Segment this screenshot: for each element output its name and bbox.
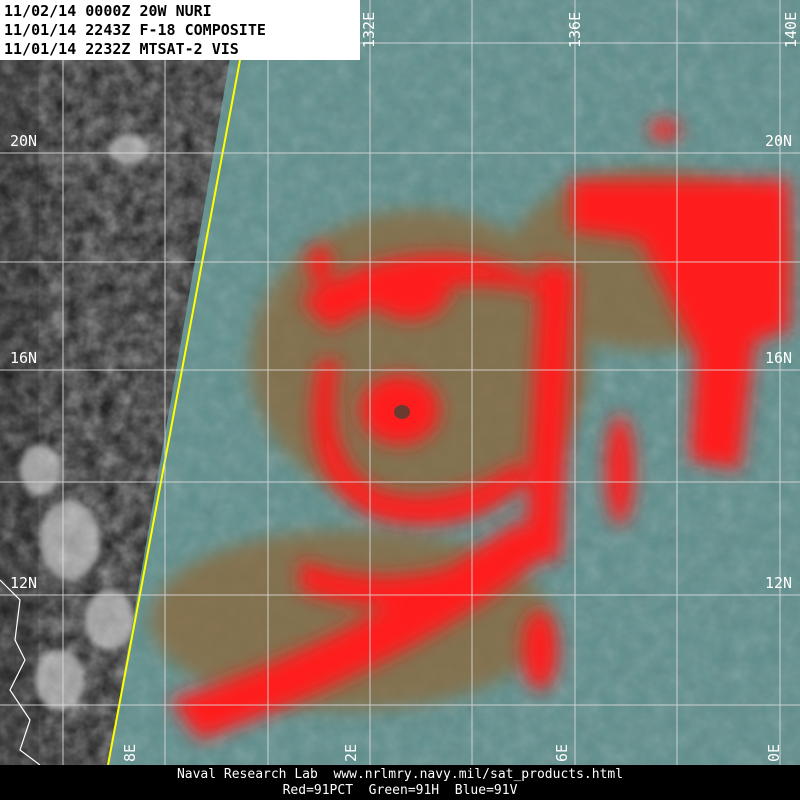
lat-label: 20N <box>10 132 37 150</box>
header-line: 11/02/14 0000Z 20W NURI <box>4 2 212 20</box>
lat-label: 12N <box>765 574 792 592</box>
footer-channels: Red=91PCT Green=91H Blue=91V <box>283 783 518 798</box>
header-line: 11/01/14 2243Z F-18 COMPOSITE <box>4 21 266 39</box>
lon-label: 140E <box>782 12 800 48</box>
footer <box>0 765 800 800</box>
lon-label: 6E <box>553 744 571 762</box>
lat-label: 12N <box>10 574 37 592</box>
coastline <box>0 579 41 766</box>
lat-label: 16N <box>10 349 37 367</box>
vis-bright-clouds <box>20 135 150 710</box>
lon-label: 132E <box>360 12 378 48</box>
lon-label: 2E <box>342 744 360 762</box>
header-box <box>0 0 360 60</box>
eye <box>394 405 410 419</box>
grid <box>0 0 800 765</box>
header-line: 11/01/14 2232Z MTSAT-2 VIS <box>4 40 239 58</box>
lon-label: 8E <box>121 744 139 762</box>
footer-credit: Naval Research Lab www.nrlmry.navy.mil/s… <box>177 767 623 782</box>
swath-edge <box>107 59 241 766</box>
lat-label: 20N <box>765 132 792 150</box>
lon-label: 0E <box>765 744 783 762</box>
lon-label: 136E <box>566 12 584 48</box>
lat-label: 16N <box>765 349 792 367</box>
